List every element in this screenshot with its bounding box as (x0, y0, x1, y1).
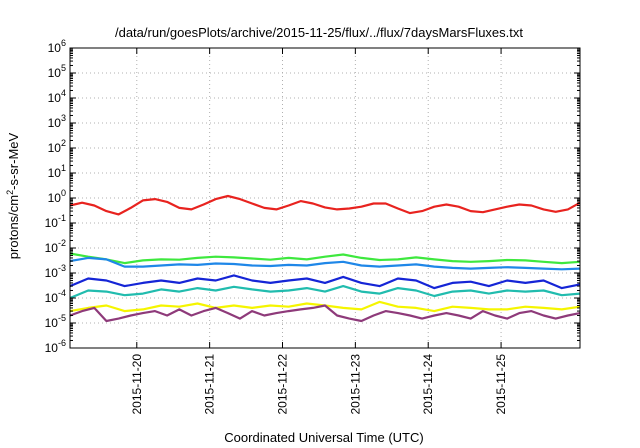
y-tick-label: 100 (48, 188, 66, 205)
y-axis-label: protons/cm2-s-sr-MeV (5, 132, 21, 259)
y-axis-ticks: 10-6 10-5 10-4 10-3 10-2 10-1 100 101 102 103 104 1… (45, 38, 580, 355)
chart-title: /data/run/goesPlots/archive/2015-11-25/f… (115, 25, 523, 40)
x-axis-label: Coordinated Universal Time (UTC) (224, 430, 423, 445)
x-tick-label: 2015-11-21 (203, 354, 217, 415)
y-tick-label: 103 (48, 113, 66, 130)
series-lines (69, 194, 581, 323)
y-tick-label: 10-5 (45, 313, 66, 330)
series-line-1 (69, 194, 581, 216)
x-tick-label: 2015-11-22 (276, 354, 290, 415)
series-line-4 (69, 274, 581, 290)
y-tick-label: 102 (48, 138, 66, 155)
x-tick-label: 2015-11-20 (130, 354, 144, 415)
y-tick-label: 105 (48, 63, 66, 80)
y-axis-label-rest: -s-sr-MeV (6, 132, 21, 189)
x-tick-label: 2015-11-24 (421, 354, 435, 415)
y-tick-label: 101 (48, 163, 66, 180)
y-tick-label: 10-6 (45, 338, 66, 355)
y-axis-label-base: protons/cm (6, 195, 21, 259)
y-tick-label: 10-3 (45, 263, 66, 280)
y-tick-label: 10-1 (45, 213, 66, 230)
series-line-2 (69, 252, 581, 265)
series-line-7 (69, 304, 581, 323)
y-tick-label: 10-2 (45, 238, 66, 255)
grid-lines (70, 48, 580, 348)
x-axis-ticks: 2015-11-20 2015-11-21 2015-11-22 2015-11-23… (130, 48, 508, 415)
x-tick-label: 2015-11-25 (494, 354, 508, 415)
y-tick-label: 10-4 (45, 288, 66, 305)
y-tick-label: 106 (48, 38, 66, 55)
y-tick-label: 104 (48, 88, 66, 105)
x-tick-label: 2015-11-23 (348, 354, 362, 415)
series-line-5 (69, 285, 581, 300)
y-axis-label-sup: 2 (5, 190, 15, 195)
series-line-3 (69, 256, 581, 271)
